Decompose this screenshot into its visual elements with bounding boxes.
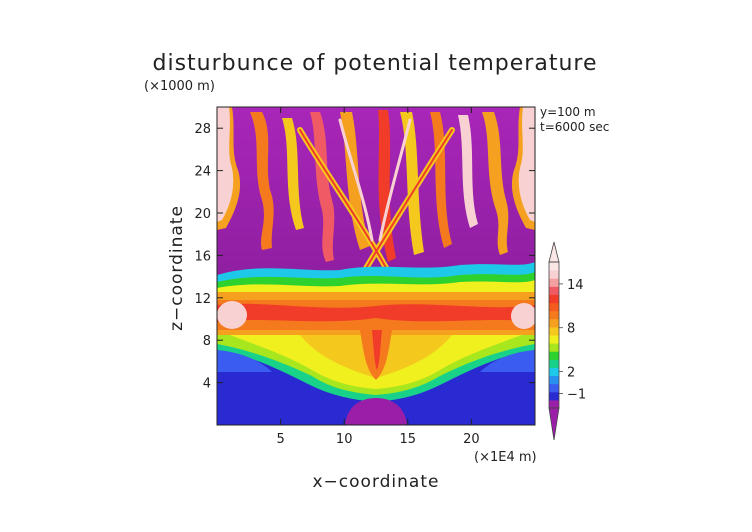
y-unit-label: (×1000 m) — [144, 79, 215, 94]
x-tick-label: 20 — [463, 432, 480, 447]
annotation-y: y=100 m — [540, 105, 596, 119]
x-axis-label: x−coordinate — [313, 472, 440, 492]
colorbar-swatch — [549, 310, 559, 320]
colorbar-swatch — [549, 262, 559, 271]
colorbar-swatch — [549, 399, 559, 409]
colorbar-tick-label: 2 — [567, 366, 575, 381]
colorbar-swatch — [549, 343, 559, 352]
colorbar-swatch — [549, 270, 559, 279]
y-axis-label: z−coordinate — [167, 205, 187, 331]
colorbar-swatch — [549, 302, 559, 312]
colorbar-swatch — [549, 375, 559, 385]
y-tick-label: 12 — [194, 292, 211, 307]
chart-title: disturbunce of potential temperature — [153, 51, 598, 76]
colorbar-swatch — [549, 278, 559, 287]
colorbar: −1 2 8 14 — [548, 241, 586, 441]
colorbar-top-arrow — [548, 241, 560, 263]
y-tick-label: 20 — [194, 207, 211, 222]
axis-ticks: 5 10 15 20 4 8 12 16 20 24 28 — [194, 107, 535, 447]
x-tick-label: 10 — [336, 432, 353, 447]
x-unit-label: (×1E4 m) — [474, 450, 537, 465]
y-tick-label: 4 — [203, 377, 211, 392]
y-tick-label: 8 — [203, 334, 211, 349]
colorbar-tick-label: −1 — [567, 387, 586, 402]
y-tick-label: 16 — [194, 249, 211, 264]
y-tick-label: 24 — [194, 165, 211, 180]
cross-filaments — [297, 118, 455, 278]
y-tick-label: 28 — [194, 122, 211, 137]
plot-area — [217, 107, 535, 425]
colorbar-swatch — [549, 335, 559, 344]
colorbar-swatch — [549, 359, 559, 368]
colorbar-swatch — [549, 351, 559, 360]
plot-frame — [216, 106, 536, 426]
colorbar-swatch — [549, 318, 559, 328]
colorbar-swatch — [549, 326, 559, 336]
colorbar-swatch — [549, 383, 559, 393]
x-tick-label: 5 — [276, 432, 284, 447]
colorbar-swatch — [549, 391, 559, 401]
colorbar-bottom-arrow — [548, 407, 560, 441]
colorbar-tick-label: 8 — [567, 322, 575, 337]
colorbar-swatch — [549, 367, 559, 377]
annotation-t: t=6000 sec — [540, 120, 609, 134]
colorbar-swatch — [549, 286, 559, 295]
colorbar-tick-label: 14 — [567, 278, 584, 293]
lower-plume — [217, 330, 535, 425]
colorbar-frame — [548, 261, 560, 409]
colorbar-swatch — [549, 294, 559, 304]
x-tick-label: 15 — [400, 432, 417, 447]
